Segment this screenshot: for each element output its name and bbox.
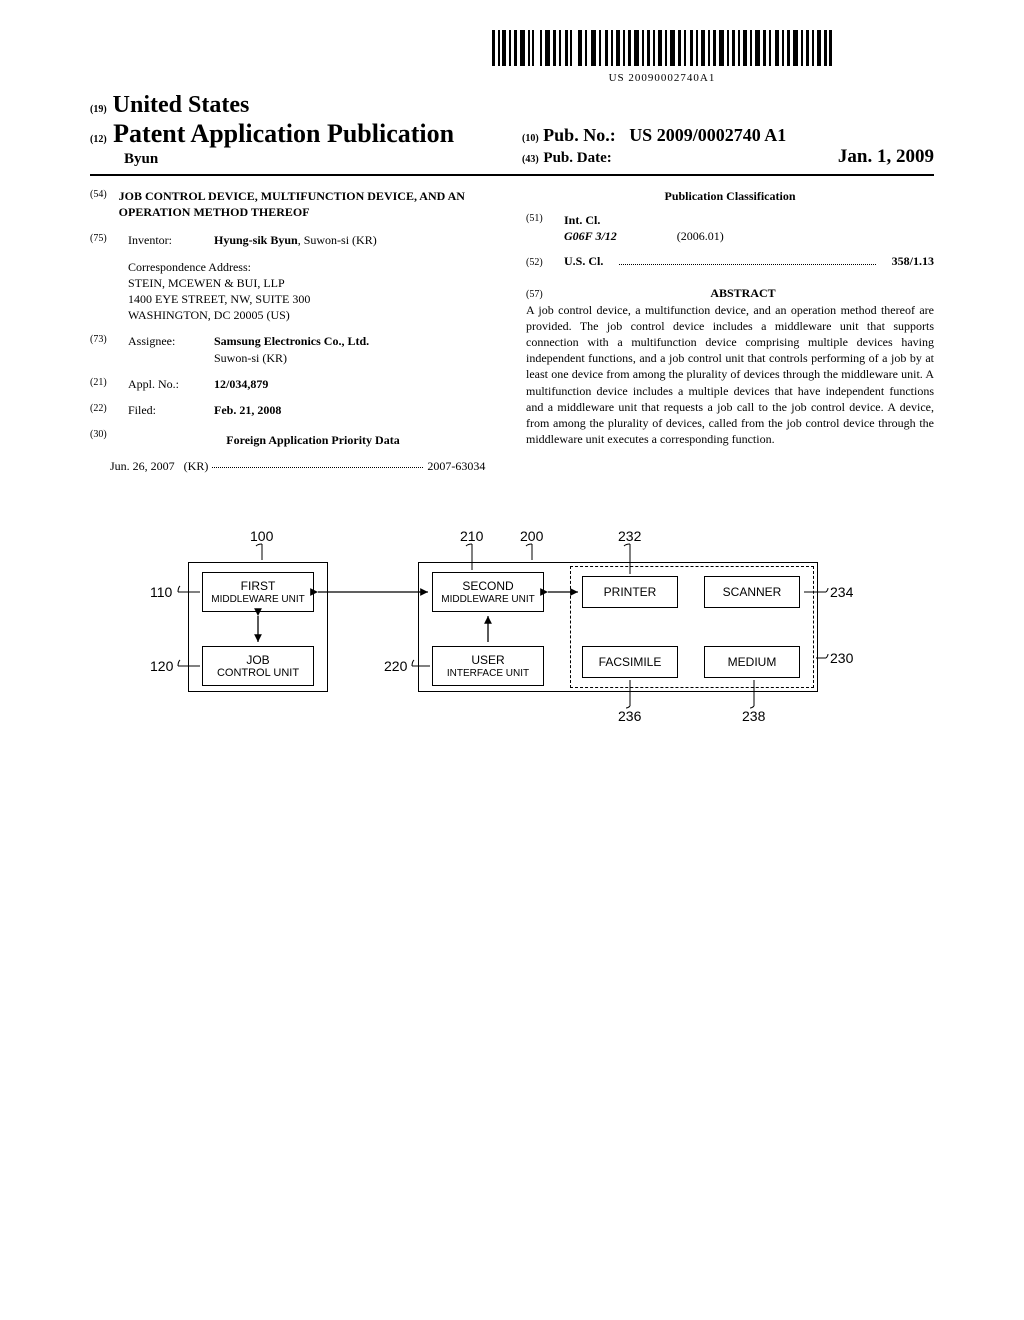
f75-num: (75) — [90, 232, 116, 248]
dot-leader — [212, 458, 423, 468]
f22-num: (22) — [90, 402, 116, 418]
f52-val: 358/1.13 — [892, 253, 934, 269]
pubdate-label: Pub. Date: — [543, 150, 611, 166]
f22-lbl: Filed: — [128, 402, 202, 418]
f54-num: (54) — [90, 188, 107, 220]
pubdate: Jan. 1, 2009 — [838, 146, 934, 168]
dot-leader-2 — [619, 255, 875, 265]
f73-val: Samsung Electronics Co., Ltd. — [214, 334, 369, 348]
figure-diagram: FIRST MIDDLEWARE UNIT JOB CONTROL UNIT S… — [150, 510, 850, 740]
f54-title: JOB CONTROL DEVICE, MULTIFUNCTION DEVICE… — [119, 188, 498, 220]
corr-l1: STEIN, MCEWEN & BUI, LLP — [128, 275, 498, 291]
pubtype-num: (12) — [90, 134, 107, 145]
prio-country: (KR) — [184, 458, 209, 474]
abstract-text: A job control device, a multifunction de… — [526, 302, 934, 448]
bibliographic-columns: (54) JOB CONTROL DEVICE, MULTIFUNCTION D… — [90, 188, 934, 474]
country: United States — [113, 92, 250, 118]
f52-num: (52) — [526, 256, 552, 270]
connectors — [150, 510, 850, 740]
pubno-label: Pub. No.: — [543, 125, 616, 145]
prio-date: Jun. 26, 2007 — [110, 458, 175, 474]
corr-l2: 1400 EYE STREET, NW, SUITE 300 — [128, 291, 498, 307]
f22-val: Feb. 21, 2008 — [214, 402, 281, 418]
f73-lbl: Assignee: — [128, 333, 202, 365]
f51-lbl: Int. Cl. — [564, 212, 600, 228]
f75-lbl: Inventor: — [128, 232, 202, 248]
f51-year: (2006.01) — [677, 228, 724, 244]
pubno-num: (10) — [522, 133, 539, 144]
pubno: US 2009/0002740 A1 — [629, 125, 786, 145]
left-column: (54) JOB CONTROL DEVICE, MULTIFUNCTION D… — [90, 188, 498, 474]
country-num: (19) — [90, 104, 107, 115]
f73-loc: Suwon-si (KR) — [214, 351, 287, 365]
right-column: Publication Classification (51) Int. Cl.… — [526, 188, 934, 474]
corr-label: Correspondence Address: — [128, 259, 498, 275]
barcode-text: US 20090002740A1 — [390, 72, 934, 84]
f51-num: (51) — [526, 212, 552, 228]
f30-num: (30) — [90, 428, 116, 456]
f30-title: Foreign Application Priority Data — [128, 432, 498, 448]
pubdate-num: (43) — [522, 154, 539, 165]
f52-lbl: U.S. Cl. — [564, 253, 603, 269]
corr-l3: WASHINGTON, DC 20005 (US) — [128, 307, 498, 323]
f21-val: 12/034,879 — [214, 376, 268, 392]
f21-lbl: Appl. No.: — [128, 376, 202, 392]
abstract-title: ABSTRACT — [552, 285, 934, 301]
f73-num: (73) — [90, 333, 116, 365]
header: (19) United States (12) Patent Applicati… — [90, 92, 934, 168]
pubclass-title: Publication Classification — [526, 188, 934, 204]
header-rule — [90, 174, 934, 176]
f51-code: G06F 3/12 — [564, 228, 617, 244]
inventor-surname: Byun — [124, 151, 502, 168]
f75-val: Hyung-sik Byun — [214, 233, 298, 247]
prio-num: 2007-63034 — [427, 458, 485, 474]
f21-num: (21) — [90, 376, 116, 392]
f75-loc: , Suwon-si (KR) — [298, 233, 377, 247]
f57-num: (57) — [526, 288, 552, 302]
barcode — [492, 30, 832, 70]
barcode-region: US 20090002740A1 — [390, 30, 934, 84]
pubtype: Patent Application Publication — [113, 119, 454, 148]
